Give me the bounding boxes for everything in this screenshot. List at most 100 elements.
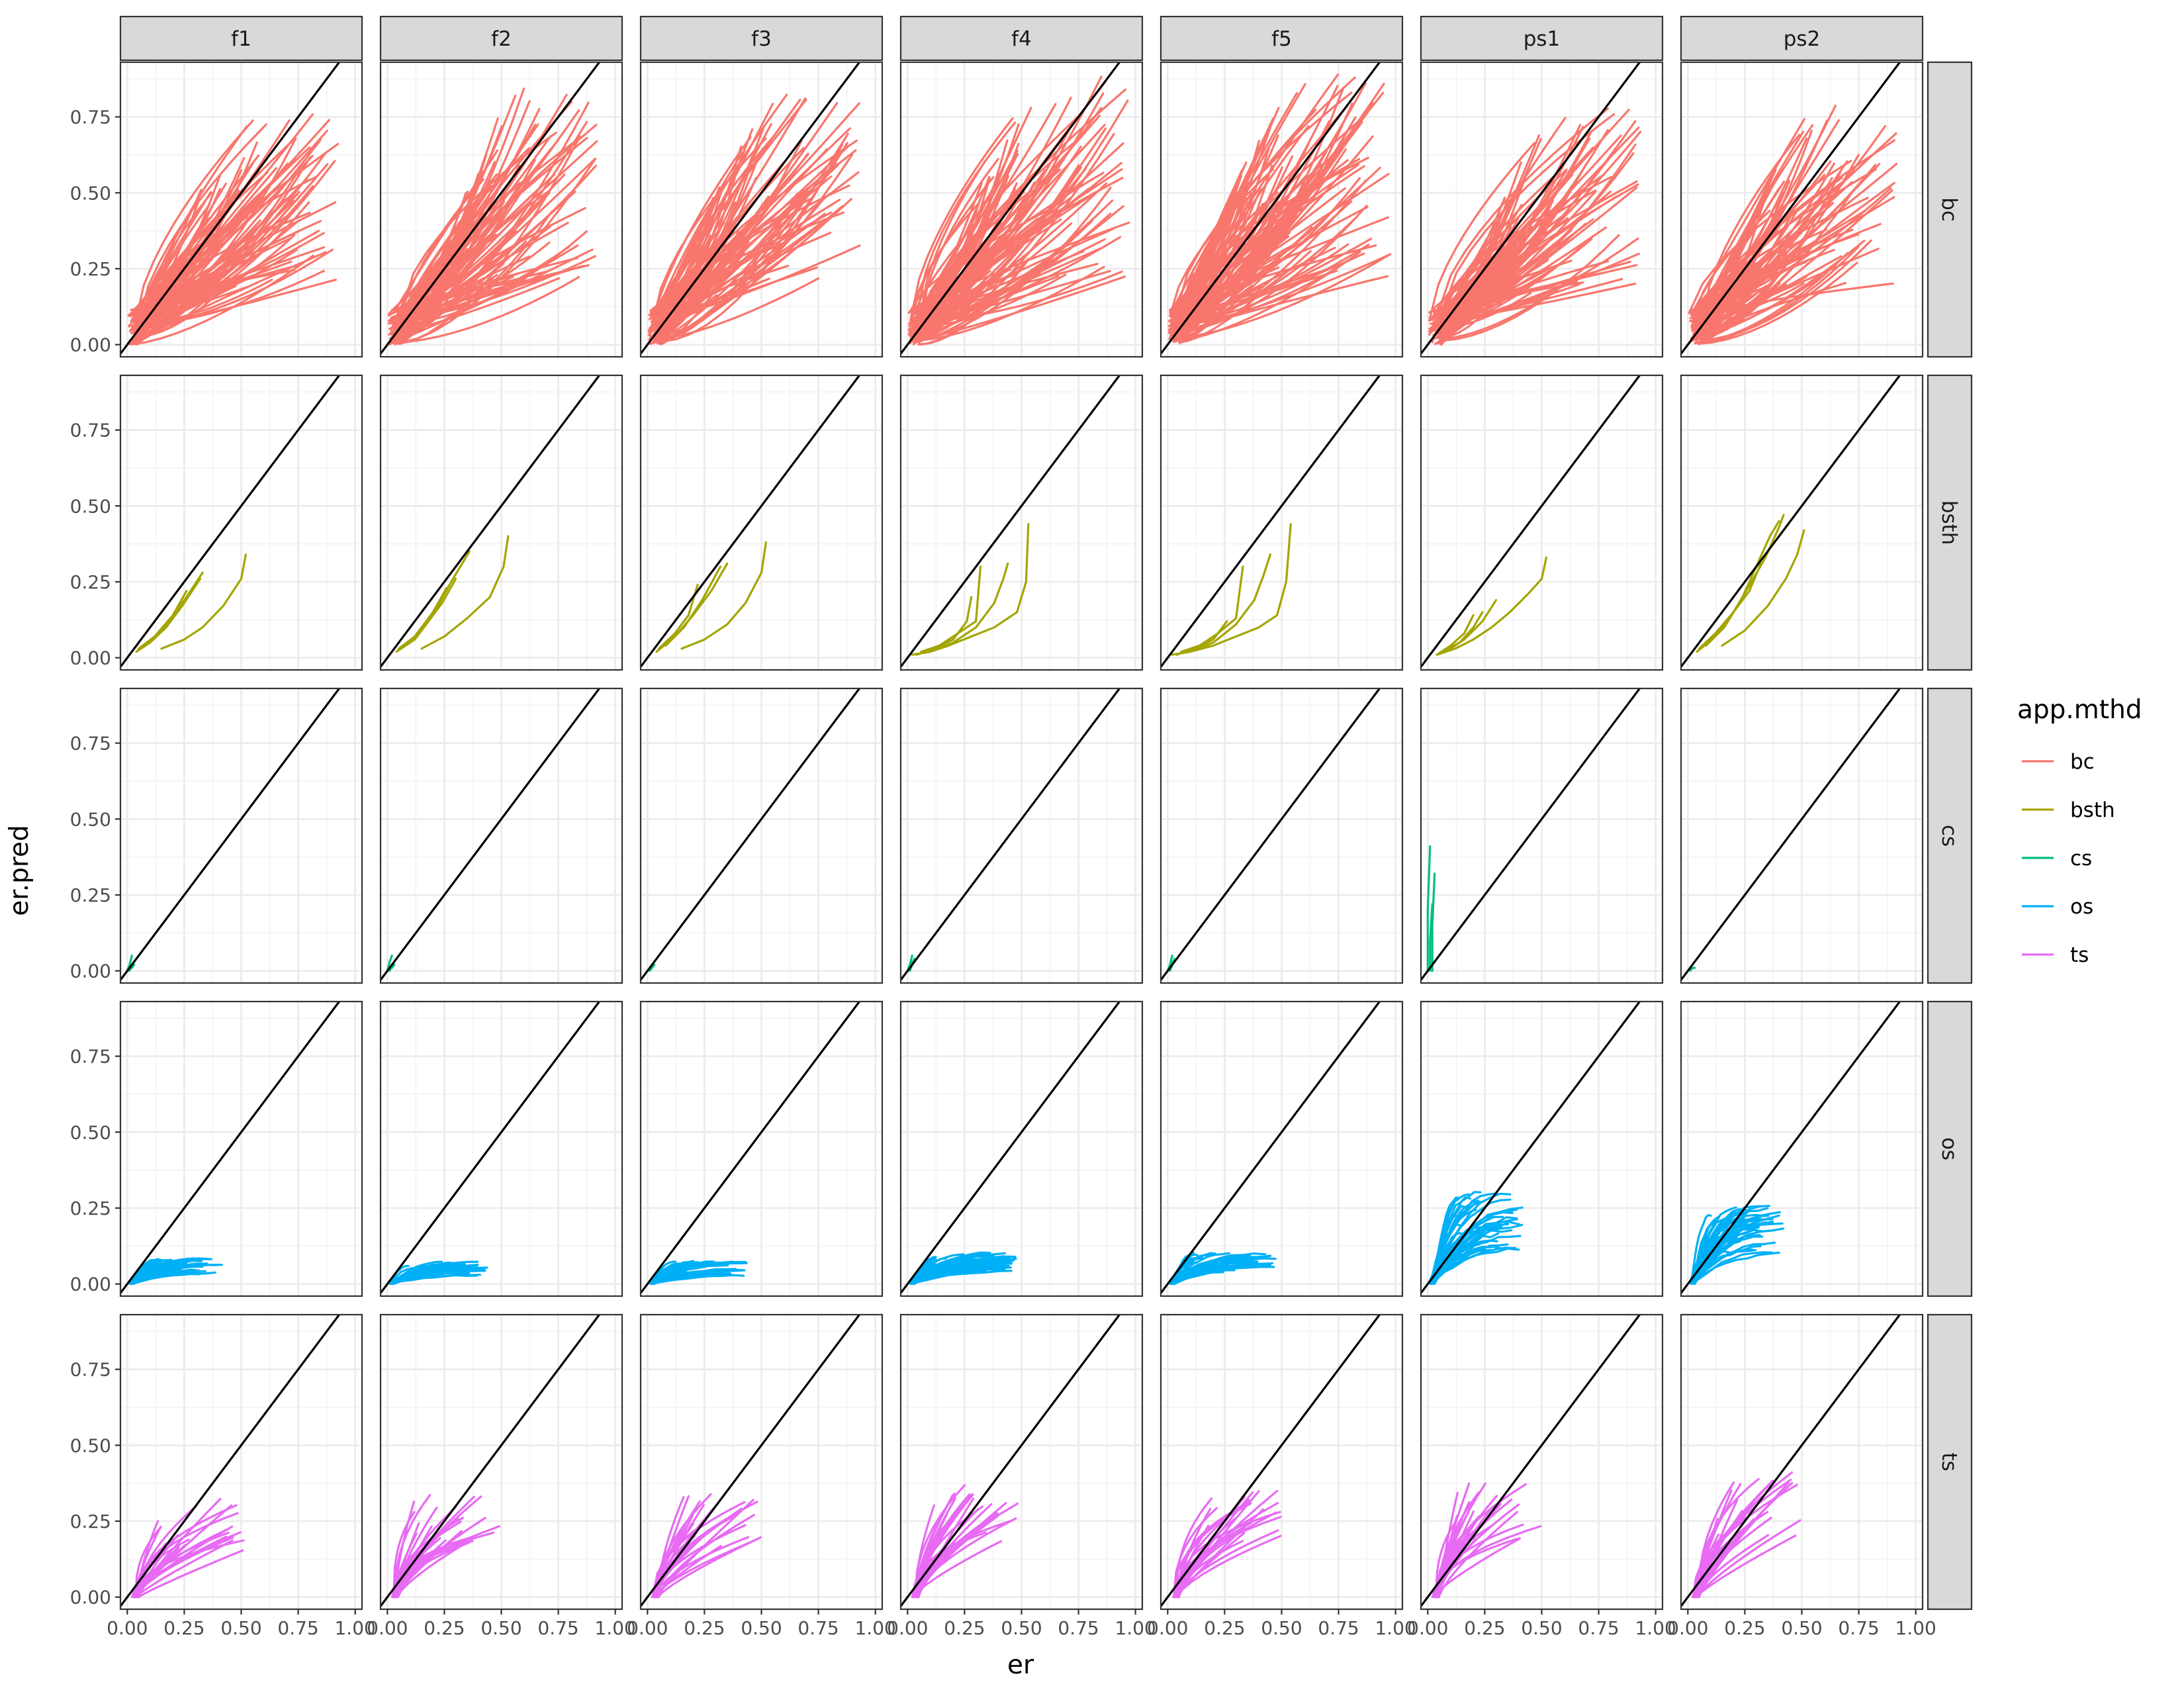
x-tick-label: 0.75 xyxy=(797,1617,839,1639)
series-line-bc xyxy=(911,218,975,322)
strip-bc xyxy=(1927,61,1973,358)
series-line-ts xyxy=(137,1549,244,1599)
series-line-bc xyxy=(1696,255,1843,342)
series-line-bc xyxy=(1436,168,1568,310)
reference-line-y-equals-x xyxy=(901,1315,1121,1607)
panel-data xyxy=(120,688,341,981)
series-line-bsth xyxy=(1440,611,1484,653)
series-line-bc xyxy=(1697,261,1858,345)
panel-border xyxy=(639,61,884,358)
panel-os-f3 xyxy=(639,1000,884,1297)
x-tick-label: 0.00 xyxy=(627,1617,668,1639)
series-line-bc xyxy=(653,145,743,340)
x-tick-label: 1.00 xyxy=(1115,1617,1156,1639)
panel-border xyxy=(1420,687,1664,984)
panel-border xyxy=(1420,61,1664,358)
series-line-bsth xyxy=(1175,620,1228,656)
x-tick-label: 0.50 xyxy=(220,1617,261,1639)
panel-border xyxy=(1160,1000,1404,1297)
panel-cs-ps1 xyxy=(1420,687,1664,984)
series-line-bc xyxy=(915,272,1040,336)
reference-line-y-equals-x xyxy=(1421,688,1641,981)
panel-bc-f2: f2 xyxy=(379,15,623,358)
series-line-bc xyxy=(1177,76,1356,318)
panel-ts-ps2: 0.00 0.25 0.50 0.75 1.00 xyxy=(1667,1313,1936,1639)
panel-border xyxy=(899,61,1144,358)
series-line-bc xyxy=(657,205,843,328)
strip-ts xyxy=(1927,1313,1973,1611)
reference-line-y-equals-x xyxy=(1681,1002,1901,1294)
x-tick-label: 0.50 xyxy=(741,1617,782,1639)
panel-data xyxy=(1681,1002,1901,1294)
panel-os-f1: 0.00 0.25 0.50 0.75 xyxy=(70,1000,363,1297)
series-line-os xyxy=(911,1270,1013,1285)
reference-line-y-equals-x xyxy=(1681,62,1901,355)
series-line-cs xyxy=(1426,845,1432,972)
series-line-bc xyxy=(129,254,314,346)
series-line-bc xyxy=(917,172,1052,331)
strip-label-os: os xyxy=(1937,1137,1961,1160)
reference-line-y-equals-x xyxy=(901,375,1121,668)
panel-cs-f4 xyxy=(899,687,1144,984)
reference-line-y-equals-x xyxy=(1161,688,1381,981)
series-line-bc xyxy=(657,164,752,345)
series-line-bc xyxy=(1696,162,1835,318)
x-tick-label: 1.00 xyxy=(594,1617,635,1639)
panel-data xyxy=(641,688,861,981)
series-line-bc xyxy=(1180,269,1338,316)
series-line-os xyxy=(1429,1246,1517,1282)
reference-line-y-equals-x xyxy=(1421,1315,1641,1607)
panel-data xyxy=(381,1315,601,1607)
series-line-bc xyxy=(396,230,588,326)
panel-data xyxy=(381,688,601,981)
series-line-os xyxy=(130,1271,216,1285)
series-line-bc xyxy=(909,117,1014,320)
series-line-ts xyxy=(1177,1540,1244,1599)
strip-label-f4: f4 xyxy=(1011,27,1032,51)
strip-f3 xyxy=(639,15,884,62)
panel-border xyxy=(639,1000,884,1297)
series-line-bc xyxy=(1176,216,1358,323)
series-line-os xyxy=(1691,1248,1754,1282)
series-line-cs xyxy=(1431,872,1436,972)
y-tick-label: 0.00 xyxy=(70,961,111,982)
x-tick-label: 0.25 xyxy=(1464,1617,1505,1639)
series-line-os xyxy=(392,1272,471,1285)
x-tick-label: 0.00 xyxy=(107,1617,148,1639)
series-line-bsth xyxy=(144,571,204,647)
panel-data xyxy=(120,1002,341,1294)
reference-line-y-equals-x xyxy=(381,1002,601,1294)
strip-label-bsth: bsth xyxy=(1937,500,1961,545)
reference-line-y-equals-x xyxy=(901,1002,1121,1294)
panel-bc-f3: f3 xyxy=(639,15,884,358)
x-tick-label: 1.00 xyxy=(854,1617,895,1639)
panel-data xyxy=(1161,1315,1381,1607)
series-line-bc xyxy=(915,270,1123,323)
series-line-ts xyxy=(1697,1481,1735,1599)
series-line-bc xyxy=(394,178,485,346)
series-line-bsth xyxy=(657,583,699,650)
y-tick-label: 0.50 xyxy=(70,1121,111,1143)
panel-data xyxy=(641,62,861,355)
panel-data xyxy=(120,62,341,355)
panel-border xyxy=(379,374,623,671)
panel-os-f2 xyxy=(379,1000,623,1297)
series-line-bc xyxy=(130,138,295,322)
panel-border xyxy=(1420,1000,1664,1297)
series-line-os xyxy=(1692,1220,1717,1284)
series-line-os xyxy=(132,1268,200,1285)
series-line-bc xyxy=(389,159,536,320)
y-tick-label: 0.00 xyxy=(70,334,111,356)
x-tick-label: 0.75 xyxy=(1058,1617,1099,1639)
series-line-os xyxy=(1433,1223,1510,1284)
strip-f4 xyxy=(899,15,1144,62)
series-line-bsth xyxy=(420,535,510,650)
x-axis-title: er xyxy=(1007,1650,1034,1680)
series-line-os xyxy=(1432,1223,1524,1282)
series-line-ts xyxy=(652,1541,751,1599)
series-line-ts xyxy=(393,1493,432,1599)
series-line-os xyxy=(1689,1205,1770,1282)
series-line-os xyxy=(1432,1202,1479,1285)
series-line-os xyxy=(1171,1266,1199,1285)
series-line-os xyxy=(1690,1214,1712,1284)
